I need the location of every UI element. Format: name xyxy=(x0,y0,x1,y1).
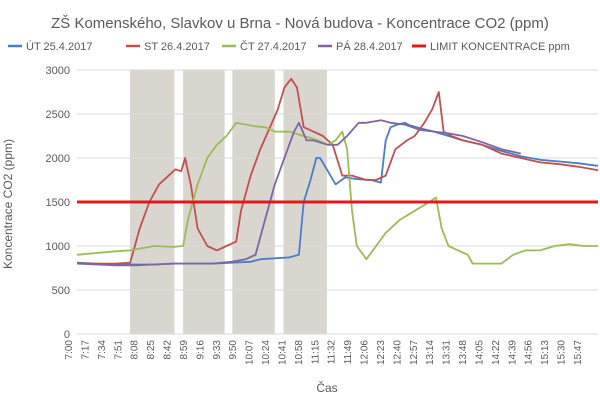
y-tick-label-500: 500 xyxy=(52,285,70,297)
x-tick-label-17: 11:49 xyxy=(343,340,354,365)
x-tick-label-22: 13:14 xyxy=(425,340,436,365)
x-tick-label-19: 12:23 xyxy=(376,340,387,365)
legend-label-st: ST 26.4.2017 xyxy=(144,41,210,53)
legend-label-limit: LIMIT KONCENTRACE ppm xyxy=(430,41,570,53)
y-tick-label-1000: 1000 xyxy=(46,241,70,253)
x-tick-label-14: 10:58 xyxy=(294,340,305,365)
x-tick-label-12: 10:24 xyxy=(261,340,272,365)
y-axis-title: Koncentrace CO2 (ppm) xyxy=(1,139,15,269)
series-line-2 xyxy=(77,77,599,265)
x-tick-label-7: 8:59 xyxy=(179,340,190,360)
x-axis-ticks: 7:00 7:17 7:34 7:51 8:08 8:25 8:42 8:59 9:16 9:33… xyxy=(64,340,584,365)
chart-title: ZŠ Komenského, Slavkov u Brna - Nová bud… xyxy=(51,15,549,32)
x-tick-label-27: 14:39 xyxy=(507,340,518,365)
x-tick-label-6: 8:42 xyxy=(163,340,174,360)
legend-label-ct: ČT 27.4.2017 xyxy=(240,40,306,53)
x-tick-label-21: 12:57 xyxy=(409,340,420,365)
x-tick-label-9: 9:33 xyxy=(212,340,223,360)
y-tick-label-2500: 2500 xyxy=(46,109,70,121)
x-tick-label-10: 9:50 xyxy=(228,340,239,360)
y-axis-ticks: 0 500 1000 1500 2000 2500 3000 xyxy=(46,65,70,341)
x-tick-label-2: 7:34 xyxy=(97,340,108,360)
x-tick-label-25: 14:05 xyxy=(474,340,485,365)
series-lines xyxy=(76,77,599,267)
x-tick-label-5: 8:25 xyxy=(146,340,157,360)
x-tick-label-8: 9:16 xyxy=(195,340,206,360)
x-tick-label-0: 7:00 xyxy=(64,340,75,360)
x-tick-label-11: 10:07 xyxy=(245,340,256,365)
x-tick-label-20: 12:40 xyxy=(392,340,403,365)
x-tick-label-1: 7:17 xyxy=(80,340,91,360)
x-tick-label-3: 7:51 xyxy=(113,340,124,360)
legend-label-pa: PÁ 28.4.2017 xyxy=(336,40,403,53)
x-tick-label-26: 14:22 xyxy=(491,340,502,365)
series-line-4 xyxy=(76,119,522,267)
x-tick-label-24: 13:48 xyxy=(458,340,469,365)
x-axis-title: Čas xyxy=(316,380,337,395)
x-tick-label-4: 8:08 xyxy=(130,340,141,360)
x-tick-label-28: 14:56 xyxy=(524,340,535,365)
x-tick-label-31: 15:47 xyxy=(573,340,584,365)
y-tick-label-3000: 3000 xyxy=(46,65,70,77)
y-tick-label-0: 0 xyxy=(64,329,70,341)
x-tick-label-23: 13:31 xyxy=(442,340,453,365)
legend-label-ut: ÚT 25.4.2017 xyxy=(26,40,92,53)
x-tick-label-15: 11:15 xyxy=(310,340,321,365)
series-line-3 xyxy=(76,121,598,265)
y-tick-label-2000: 2000 xyxy=(46,153,70,165)
x-tick-label-16: 11:32 xyxy=(327,340,338,365)
y-tick-label-1500: 1500 xyxy=(46,197,70,209)
legend: ÚT 25.4.2017 ST 26.4.2017 ČT 27.4.2017 P… xyxy=(8,40,570,53)
x-tick-label-30: 15:30 xyxy=(557,340,568,365)
x-tick-label-13: 10:41 xyxy=(277,340,288,365)
x-tick-label-29: 15:13 xyxy=(540,340,551,365)
x-tick-label-18: 12:06 xyxy=(360,340,371,365)
